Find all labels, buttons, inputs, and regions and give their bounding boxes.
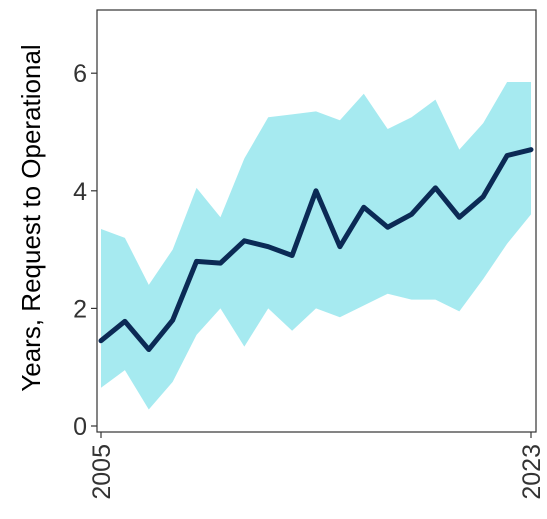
confidence-band-layer: [101, 82, 531, 410]
confidence-band: [101, 82, 531, 410]
axis-layer: [96, 9, 537, 433]
y-tick-label: 6: [73, 60, 87, 88]
series-line-layer: [98, 147, 534, 353]
x-tick-label: 2005: [88, 444, 116, 500]
series-line: [98, 147, 534, 353]
x-tick-label: 2023: [518, 444, 546, 500]
y-axis-label: Years, Request to Operational: [16, 44, 46, 391]
plot-frame: [96, 9, 537, 433]
tick-layer: 0 2 4 6 2005 2023: [73, 60, 546, 499]
y-tick-label: 0: [73, 413, 87, 441]
y-tick-label: 4: [73, 178, 87, 206]
y-tick-label: 2: [73, 295, 87, 323]
